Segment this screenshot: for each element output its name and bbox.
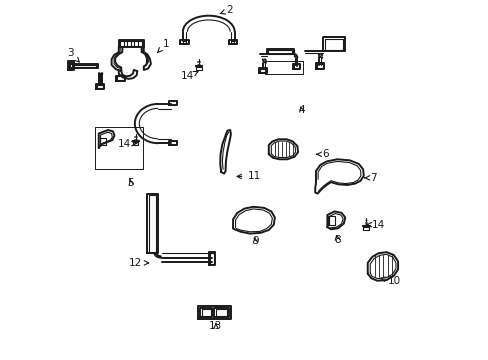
Text: 1: 1 [157,39,169,53]
Text: 9: 9 [251,236,258,246]
Text: 7: 7 [364,173,376,183]
Text: 3: 3 [67,48,79,62]
Text: 5: 5 [127,178,134,188]
Text: 11: 11 [237,171,260,181]
Text: 14: 14 [181,71,198,81]
Text: 12: 12 [128,258,148,268]
Text: 10: 10 [380,276,400,286]
Text: 8: 8 [333,235,340,245]
Text: 2: 2 [220,5,232,15]
Text: 13: 13 [209,321,222,332]
Text: 14: 14 [366,220,385,230]
Text: 4: 4 [298,105,305,115]
Text: 6: 6 [316,149,328,159]
Text: 14: 14 [118,139,137,149]
